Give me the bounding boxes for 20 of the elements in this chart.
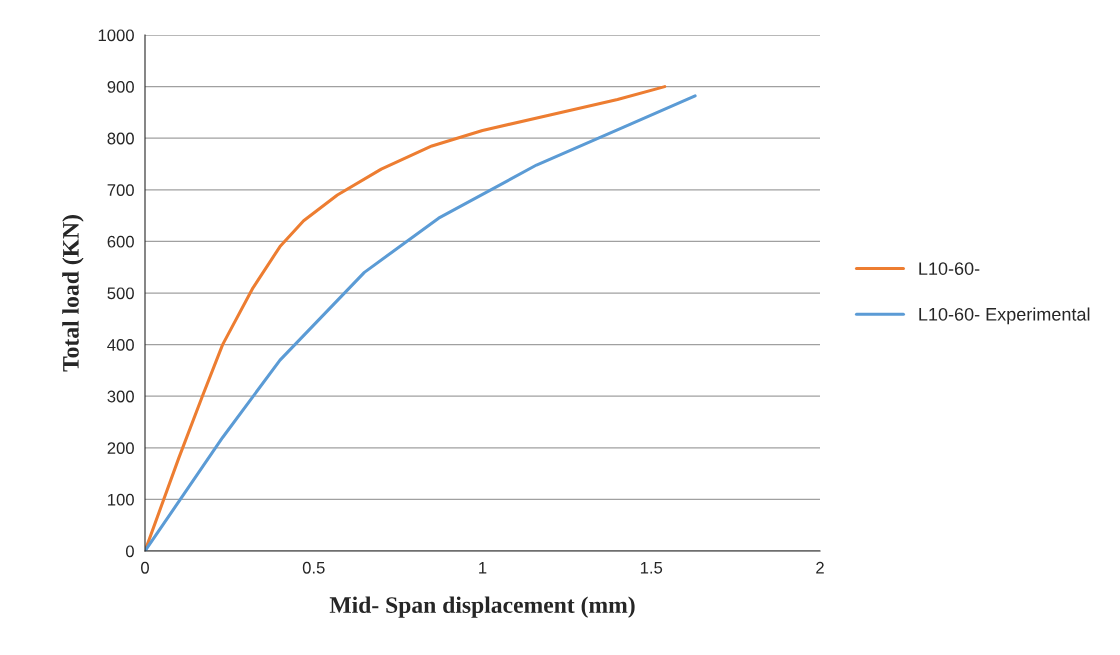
y-tick-label: 100	[108, 493, 134, 506]
x-tick-label: 1.5	[640, 562, 663, 574]
y-tick-label: 800	[107, 132, 134, 145]
x-tick-label: 1	[479, 562, 487, 574]
legend-label: L10-60-	[919, 262, 980, 275]
y-tick-label: 600	[107, 235, 134, 248]
y-tick-label: 200	[107, 442, 134, 454]
y-axis-title: Total load (KN)	[62, 215, 84, 372]
x-tick-label: 2	[816, 561, 824, 574]
legend-label: L10-60- Experimental	[919, 307, 1090, 325]
x-axis-title: Mid- Span displacement (mm)	[329, 596, 635, 618]
y-tick-label: 1000	[98, 29, 134, 42]
y-tick-label: 0	[125, 545, 134, 558]
x-tick-label: 0	[141, 561, 149, 574]
y-tick-label: 900	[107, 81, 134, 93]
y-tick-label: 700	[107, 184, 134, 196]
y-tick-label: 300	[107, 390, 134, 403]
y-tick-label: 400	[107, 339, 134, 351]
x-tick-label: 0.5	[302, 561, 325, 574]
y-tick-label: 500	[107, 287, 134, 300]
